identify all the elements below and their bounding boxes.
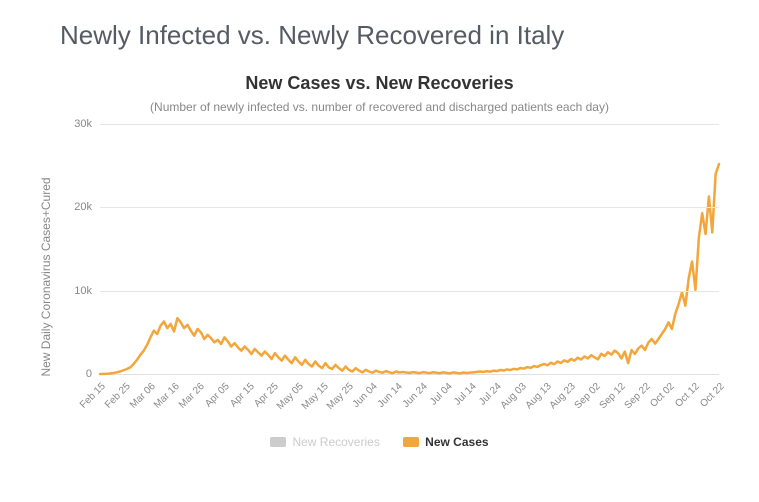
- legend-label-recoveries: New Recoveries: [292, 435, 379, 449]
- x-tick-label: Jul 04: [428, 381, 455, 408]
- y-axis-title: New Daily Coronavirus Cases+Cured: [39, 177, 53, 376]
- grid-line: [100, 207, 719, 208]
- line-chart-svg: [100, 124, 719, 374]
- legend-swatch-recoveries: [270, 437, 286, 447]
- x-tick-label: Oct 12: [673, 381, 702, 410]
- x-tick-label: Feb 25: [103, 381, 133, 411]
- chart-title: New Cases vs. New Recoveries: [30, 73, 729, 94]
- x-tick-label: May 25: [324, 381, 355, 412]
- page-title: Newly Infected vs. Newly Recovered in It…: [60, 20, 729, 51]
- x-tick-label: Aug 23: [548, 381, 578, 411]
- x-tick-label: Oct 22: [698, 381, 727, 410]
- y-tick-label: 30k: [74, 118, 92, 130]
- x-tick-label: Sep 02: [573, 381, 603, 411]
- x-tick-label: Aug 13: [523, 381, 553, 411]
- legend-swatch-cases: [403, 437, 419, 447]
- x-tick-label: Jul 14: [453, 381, 480, 408]
- plot-area[interactable]: 010k20k30k: [100, 124, 719, 375]
- legend-item-new-recoveries[interactable]: New Recoveries: [270, 435, 379, 449]
- chart-subtitle: (Number of newly infected vs. number of …: [30, 100, 729, 114]
- x-tick-label: May 15: [300, 381, 331, 412]
- x-axis-ticks: Feb 15Feb 25Mar 06Mar 16Mar 26Apr 05Apr …: [100, 375, 719, 429]
- x-tick-label: Apr 15: [228, 381, 257, 410]
- chart-area: New Daily Coronavirus Cases+Cured 010k20…: [60, 124, 719, 429]
- y-tick-label: 20k: [74, 201, 92, 213]
- grid-line: [100, 124, 719, 125]
- x-tick-label: Jun 24: [401, 381, 430, 410]
- x-tick-label: Oct 02: [649, 381, 678, 410]
- x-tick-label: Jun 04: [351, 381, 380, 410]
- y-tick-label: 0: [86, 368, 92, 380]
- x-tick-label: Mar 16: [152, 381, 182, 411]
- x-tick-label: Apr 05: [203, 381, 232, 410]
- y-tick-label: 10k: [74, 285, 92, 297]
- legend: New Recoveries New Cases: [30, 435, 729, 450]
- x-tick-label: Jun 14: [376, 381, 405, 410]
- x-tick-label: Mar 06: [128, 381, 158, 411]
- x-tick-label: Mar 26: [177, 381, 207, 411]
- series-line-new-cases: [100, 164, 719, 374]
- x-tick-label: May 05: [275, 381, 306, 412]
- x-tick-label: Sep 12: [598, 381, 628, 411]
- legend-item-new-cases[interactable]: New Cases: [403, 435, 488, 449]
- x-tick-label: Feb 15: [78, 381, 108, 411]
- x-tick-label: Sep 22: [622, 381, 652, 411]
- grid-line: [100, 291, 719, 292]
- x-tick-label: Aug 03: [498, 381, 528, 411]
- legend-label-cases: New Cases: [425, 435, 488, 449]
